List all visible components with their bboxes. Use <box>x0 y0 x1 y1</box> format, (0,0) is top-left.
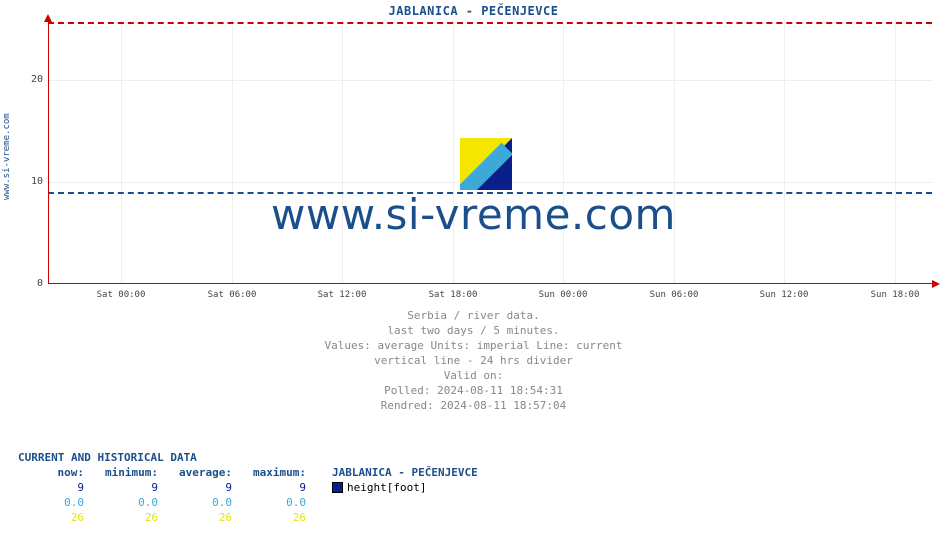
cell: 9 <box>18 480 92 495</box>
series-name: JABLANICA - PEČENJEVCE <box>332 465 478 480</box>
y-axis-arrow <box>44 14 52 22</box>
meta-line: Rendred: 2024-08-11 18:57:04 <box>0 398 947 413</box>
xtick-label: Sun 00:00 <box>539 290 588 300</box>
xtick-label: Sat 18:00 <box>429 290 478 300</box>
xtick-label: Sat 06:00 <box>208 290 257 300</box>
table-row: 9 9 9 9 height[foot] <box>18 480 478 495</box>
meta-line: Polled: 2024-08-11 18:54:31 <box>0 383 947 398</box>
table-row: 26 26 26 26 <box>18 510 478 525</box>
meta-line: Serbia / river data. <box>0 308 947 323</box>
column-header: minimum: <box>92 465 166 480</box>
meta-line: Values: average Units: imperial Line: cu… <box>0 338 947 353</box>
x-axis-arrow <box>932 280 940 288</box>
ytick-label: 0 <box>3 278 43 289</box>
xtick-label: Sun 06:00 <box>650 290 699 300</box>
cell: 26 <box>166 510 240 525</box>
column-header: now: <box>18 465 92 480</box>
cell: 0.0 <box>92 495 166 510</box>
table-title: CURRENT AND HISTORICAL DATA <box>18 450 478 465</box>
legend-swatch-icon <box>332 482 343 493</box>
cell: 0.0 <box>166 495 240 510</box>
meta-line: vertical line - 24 hrs divider <box>0 353 947 368</box>
xtick-label: Sun 18:00 <box>871 290 920 300</box>
watermark-logo-icon <box>460 138 512 190</box>
cell: 9 <box>166 480 240 495</box>
watermark-text: www.si-vreme.com <box>0 190 947 239</box>
cell: 0.0 <box>18 495 92 510</box>
meta-line: last two days / 5 minutes. <box>0 323 947 338</box>
xtick-label: Sat 12:00 <box>318 290 367 300</box>
cell: 0.0 <box>240 495 314 510</box>
column-header: maximum: <box>240 465 314 480</box>
legend-label: height[foot] <box>347 480 426 495</box>
xtick-label: Sat 00:00 <box>97 290 146 300</box>
chart-container: { "side_label": "www.si-vreme.com", "cha… <box>0 0 947 536</box>
cell: 9 <box>92 480 166 495</box>
cell: 9 <box>240 480 314 495</box>
chart-title: JABLANICA - PEČENJEVCE <box>0 4 947 18</box>
data-table: CURRENT AND HISTORICAL DATA now: minimum… <box>18 450 478 525</box>
xtick-label: Sun 12:00 <box>760 290 809 300</box>
table-row: 0.0 0.0 0.0 0.0 <box>18 495 478 510</box>
column-header: average: <box>166 465 240 480</box>
ytick-label: 20 <box>3 74 43 85</box>
meta-line: Valid on: <box>0 368 947 383</box>
chart-metadata: Serbia / river data. last two days / 5 m… <box>0 308 947 413</box>
ytick-label: 10 <box>3 176 43 187</box>
cell: 26 <box>240 510 314 525</box>
cell: 26 <box>92 510 166 525</box>
cell: 26 <box>18 510 92 525</box>
